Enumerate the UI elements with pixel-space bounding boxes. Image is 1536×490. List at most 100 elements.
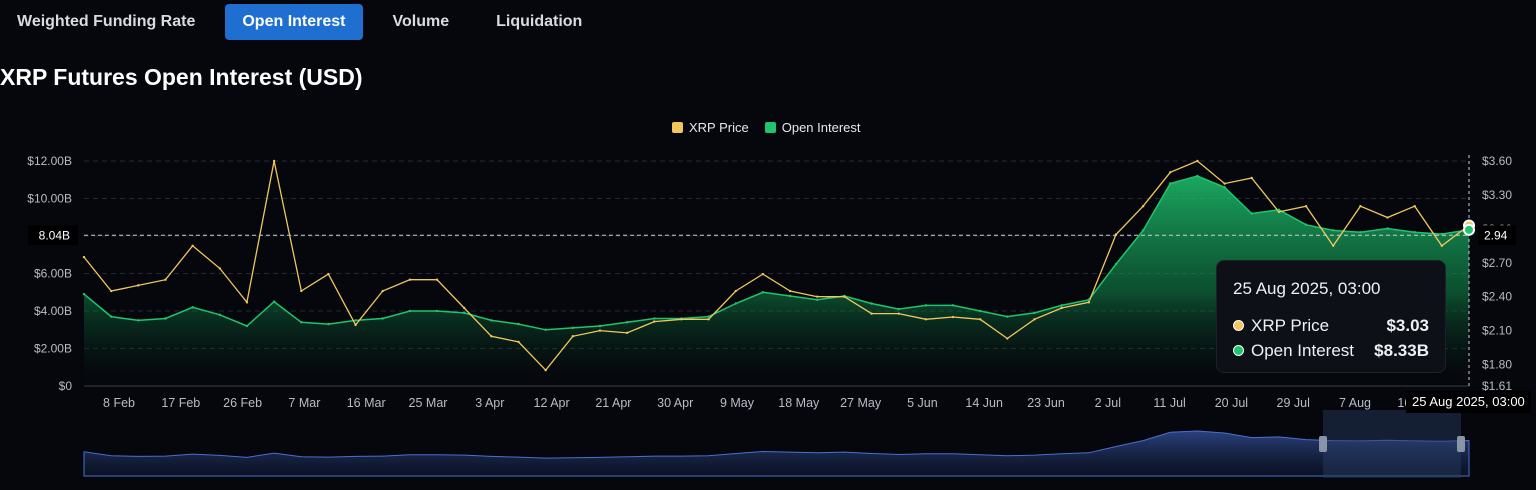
tooltip-row-oi: Open Interest $8.33B <box>1233 338 1429 363</box>
left-tick-label: $0 <box>59 379 73 393</box>
price-point <box>191 244 194 247</box>
navigator-handle-left[interactable] <box>1319 436 1327 452</box>
oi-point <box>625 321 629 324</box>
price-point <box>1332 244 1335 247</box>
price-point <box>1033 318 1036 321</box>
oi-point <box>734 302 737 305</box>
oi-point <box>1277 208 1281 211</box>
tab-liquidation[interactable]: Liquidation <box>496 13 583 30</box>
oi-point <box>381 317 384 320</box>
x-tick-label: 18 May <box>778 396 820 410</box>
price-point <box>137 284 140 287</box>
x-axis: 8 Feb 17 Feb 26 Feb 7 Mar 16 Mar 25 Mar 3 Apr 1… <box>103 396 1436 410</box>
x-tick-label: 11 Jul <box>1153 396 1185 410</box>
x-tick-label: 26 Feb <box>223 396 262 410</box>
left-tick-label: $2.00B <box>34 342 72 356</box>
oi-point <box>435 309 439 313</box>
price-point <box>1006 337 1009 340</box>
price-point <box>272 159 276 163</box>
oi-point <box>1114 262 1118 266</box>
price-point <box>788 289 792 293</box>
right-axis: $1.61$1.80$2.10$2.40$2.70$3.00$3.30$3.60 <box>1482 154 1512 393</box>
price-point <box>1087 301 1091 304</box>
oi-point <box>327 322 330 326</box>
right-tick-label: $3.60 <box>1482 154 1512 168</box>
price-point <box>924 318 928 321</box>
oi-point <box>1006 315 1009 318</box>
right-tick-label: $1.80 <box>1482 358 1512 372</box>
navigator-series <box>83 430 1470 477</box>
x-tick-label: 27 May <box>840 396 882 410</box>
oi-point <box>598 324 602 328</box>
navigator[interactable] <box>83 410 1470 478</box>
navigator-window[interactable] <box>1323 410 1461 478</box>
x-tick-label: 16 Mar <box>347 396 386 410</box>
oi-point <box>870 302 873 305</box>
legend-label-oi: Open Interest <box>781 120 861 135</box>
price-point <box>978 318 982 321</box>
oi-point <box>490 319 493 322</box>
legend-item-open-interest[interactable]: Open Interest <box>764 120 861 135</box>
oi-point <box>1386 227 1389 230</box>
price-point <box>1141 205 1145 208</box>
x-tick-label: 21 Apr <box>595 396 631 410</box>
series-open-interest-line <box>83 175 1470 331</box>
tooltip-value-oi: $8.33B <box>1374 340 1429 360</box>
series-open-interest-points <box>82 174 1471 331</box>
x-tick-label: 2 Jul <box>1095 396 1121 410</box>
crosshair-date-label: 25 Aug 2025, 03:00 <box>1406 391 1531 413</box>
price-point <box>354 323 357 327</box>
chart-title: XRP Futures Open Interest (USD) <box>0 64 363 90</box>
oi-point <box>1413 231 1416 234</box>
price-point <box>897 312 900 315</box>
oi-point <box>354 319 357 322</box>
legend-swatch-price <box>672 122 683 133</box>
oi-point <box>544 328 547 331</box>
price-point <box>517 340 520 344</box>
oi-point <box>1060 304 1063 307</box>
price-point <box>598 329 602 332</box>
price-point <box>1386 216 1389 219</box>
tab-weighted-funding-rate[interactable]: Weighted Funding Rate <box>17 13 196 30</box>
crosshair-right-label: 2.94 <box>1484 228 1508 242</box>
x-tick-label: 17 Feb <box>161 396 200 410</box>
price-point <box>761 272 765 276</box>
oi-point <box>245 324 249 328</box>
price-point <box>544 368 547 372</box>
oi-point <box>408 309 412 313</box>
x-tick-label: 30 Apr <box>657 396 693 410</box>
tab-open-interest[interactable]: Open Interest <box>225 4 363 40</box>
price-point <box>300 289 303 293</box>
oi-point <box>571 326 575 330</box>
oi-point <box>164 317 167 320</box>
price-point <box>870 312 873 315</box>
tooltip-date: 25 Aug 2025, 03:00 <box>1233 279 1381 298</box>
left-tick-label: $6.00B <box>34 267 72 281</box>
price-point <box>245 301 249 304</box>
tooltip-row-price: XRP Price $3.03 <box>1233 313 1429 338</box>
oi-point <box>761 291 765 294</box>
x-tick-label: 25 Mar <box>409 396 448 410</box>
oi-point <box>924 304 928 307</box>
crosshair-left-label: 8.04B <box>39 228 70 242</box>
navigator-handle-right[interactable] <box>1457 436 1465 452</box>
legend-label-price: XRP Price <box>689 120 749 135</box>
oi-point <box>82 292 86 296</box>
left-tick-label: $12.00B <box>27 154 72 168</box>
tab-volume[interactable]: Volume <box>392 13 450 30</box>
oi-point <box>272 300 276 303</box>
oi-point <box>300 321 303 324</box>
price-point <box>1196 159 1199 163</box>
oi-point <box>1359 231 1362 234</box>
x-tick-label: 20 Jul <box>1215 396 1248 410</box>
tooltip-dot-oi <box>1233 345 1244 356</box>
oi-point <box>517 322 520 326</box>
oi-point <box>788 294 792 298</box>
legend-item-xrp-price[interactable]: XRP Price <box>672 120 749 135</box>
price-point <box>1413 205 1416 208</box>
right-tick-label: $3.30 <box>1482 188 1512 202</box>
price-point <box>381 289 384 293</box>
left-tick-label: $10.00B <box>27 192 72 206</box>
chart-tooltip: 25 Aug 2025, 03:00 XRP Price $3.03 Open … <box>1216 260 1446 373</box>
